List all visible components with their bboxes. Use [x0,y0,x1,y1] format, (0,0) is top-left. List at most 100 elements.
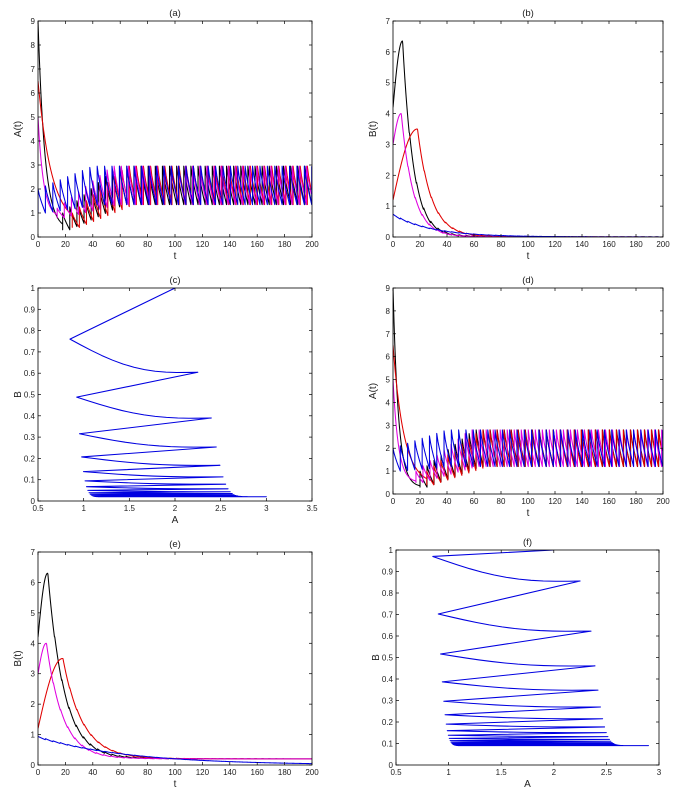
x-tick-label: 60 [470,240,479,249]
x-tick-label: 40 [88,240,97,249]
y-tick-label: 0 [389,761,394,770]
y-tick-label: 0.7 [382,611,394,620]
y-tick-label: 6 [31,89,36,98]
y-tick-label: 3 [386,140,391,149]
x-tick-label: 100 [521,240,535,249]
y-axis-label: B(t) [13,650,24,666]
y-tick-label: 0.5 [382,654,394,663]
y-tick-label: 0.9 [382,568,394,577]
y-tick-label: 8 [31,41,36,50]
panel-c: (c) 0.5 1 1.5 2 2.5 3 3.5 0 0.1 0.2 0.3 0.4 0.5 0.6 0.7… [13,275,318,526]
panel-b: (b) 0 20 40 60 80 100 120 140 160 180 200 0 1 2 3 4 5 6 7 t B… [368,8,670,262]
x-axis-label: t [174,251,177,262]
x-tick-label: 0 [36,240,41,249]
series-line-red [393,128,663,237]
series-line-magenta [38,642,312,760]
y-tick-label: 1 [386,202,391,211]
y-tick-label: 1 [386,467,391,476]
x-tick-label: 120 [548,240,562,249]
y-tick-label: 0.6 [382,632,394,641]
x-tick-label: 160 [602,497,616,506]
x-tick-label: 180 [629,497,643,506]
x-axis-label: t [527,508,530,519]
y-tick-label: 5 [31,113,36,122]
y-tick-label: 5 [31,609,36,618]
x-tick-label: 3 [657,768,662,777]
x-tick-label: 100 [521,497,535,506]
x-tick-label: 200 [305,768,319,777]
series-line-blue [432,550,650,747]
x-axis-label: t [527,251,530,262]
x-tick-label: 3 [264,504,269,513]
series-line-blue [393,429,663,472]
x-tick-label: 140 [575,497,589,506]
y-tick-label: 0.1 [24,476,36,485]
y-tick-label: 0.2 [24,454,36,463]
x-tick-label: 200 [656,240,670,249]
x-tick-label: 120 [196,768,210,777]
series-line-blue [69,288,267,498]
y-tick-label: 0 [386,233,391,242]
panel-title: (c) [169,275,180,286]
y-tick-label: 9 [31,17,36,26]
y-tick-label: 0.8 [24,327,36,336]
x-tick-label: 80 [143,240,152,249]
x-tick-label: 2.5 [215,504,227,513]
y-tick-label: 5 [386,79,391,88]
series-line-black [393,40,663,237]
axes-frame [37,551,313,766]
y-tick-label: 7 [31,548,36,557]
x-tick-label: 180 [278,768,292,777]
y-tick-label: 0.6 [24,369,36,378]
y-tick-label: 0 [31,761,36,770]
panel-e: (e) 0 20 40 60 80 100 120 140 160 180 200 0 1 2 3 4 5 6 7 t B… [13,539,319,790]
y-tick-label: 0.4 [24,412,36,421]
panel-title: (f) [523,537,532,548]
y-tick-label: 3 [31,670,36,679]
y-tick-label: 2 [31,185,36,194]
x-tick-label: 0.5 [390,768,402,777]
y-tick-label: 4 [31,137,36,146]
series-line-black [38,572,312,760]
y-tick-label: 2 [386,171,391,180]
y-tick-label: 5 [386,376,391,385]
y-tick-label: 3 [31,161,36,170]
panel-d: (d) 0 20 40 60 80 100 120 140 160 180 200 0 1 2 3 4 5 6 7 8 9… [368,275,670,519]
x-tick-label: 1 [81,504,86,513]
x-tick-label: 3.5 [306,504,318,513]
y-tick-label: 1 [31,209,36,218]
x-tick-label: 160 [602,240,616,249]
series-line-blue [38,165,312,214]
y-tick-label: 0.9 [24,305,36,314]
y-tick-label: 6 [386,353,391,362]
panel-f: (f) 0.5 1 1.5 2 2.5 3 0 0.1 0.2 0.3 0.4 0.5 0.6 0.7 0.8… [371,537,662,790]
x-axis-label: A [524,779,531,790]
y-tick-label: 2 [31,700,36,709]
x-tick-label: 20 [416,497,425,506]
y-tick-label: 7 [386,330,391,339]
y-tick-label: 7 [31,65,36,74]
axes-frame [37,287,313,502]
y-tick-label: 6 [31,578,36,587]
x-axis-label: t [174,779,177,790]
panel-a: (a) 0 20 40 60 80 100 120 140 160 180 200 0 1 2 3 4 5 6 7 8 9… [13,8,319,262]
series-line-magenta [393,379,663,484]
panel-title: (e) [169,539,181,550]
y-axis-label: A(t) [13,121,24,137]
series-line-magenta [38,116,312,219]
x-tick-label: 180 [629,240,643,249]
y-axis-label: A(t) [368,383,379,399]
y-tick-label: 0.3 [382,697,394,706]
x-tick-label: 1.5 [496,768,508,777]
x-tick-label: 60 [116,768,125,777]
y-tick-label: 4 [386,398,391,407]
x-tick-label: 40 [443,240,452,249]
y-tick-label: 1 [31,284,36,293]
y-tick-label: 0.4 [382,675,394,684]
y-tick-label: 0.2 [382,718,394,727]
x-tick-label: 20 [61,768,70,777]
x-tick-label: 100 [168,240,182,249]
y-tick-label: 7 [386,17,391,26]
y-axis-label: B [13,391,24,398]
